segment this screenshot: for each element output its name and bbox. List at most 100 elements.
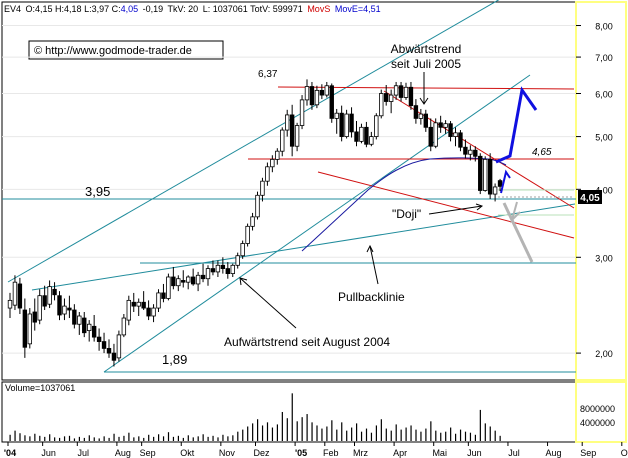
candle-body bbox=[403, 86, 409, 98]
candle-body bbox=[250, 216, 255, 227]
candle-body bbox=[156, 292, 161, 309]
volume-bar bbox=[177, 435, 179, 441]
x-tick-label: Jun bbox=[467, 448, 482, 458]
annotation-arrows bbox=[239, 72, 484, 329]
volume-bar bbox=[494, 430, 496, 441]
volume-bar bbox=[222, 434, 224, 441]
volume-bar bbox=[435, 430, 437, 441]
candle-body bbox=[12, 281, 18, 306]
volume-bar bbox=[365, 428, 368, 441]
volume-bar bbox=[390, 430, 392, 441]
candles bbox=[7, 79, 503, 367]
volume-bar bbox=[479, 409, 481, 441]
volume-bar bbox=[469, 432, 472, 441]
volume-bar bbox=[187, 435, 189, 441]
candle-body bbox=[423, 113, 428, 128]
candle-body bbox=[443, 123, 448, 128]
volume-bar bbox=[148, 434, 150, 441]
candle-body bbox=[57, 295, 62, 316]
uptrend-channel-bottom bbox=[103, 74, 531, 373]
volume-bar bbox=[34, 433, 36, 441]
candle-body bbox=[62, 305, 67, 315]
volume-bar bbox=[49, 434, 51, 441]
candle-body bbox=[47, 286, 52, 305]
volume-bar bbox=[158, 434, 160, 441]
candle-body bbox=[126, 299, 131, 321]
candle-body bbox=[383, 93, 389, 102]
doji-pointer-head bbox=[475, 203, 484, 211]
volume-bar bbox=[271, 427, 274, 441]
candle-body bbox=[235, 255, 240, 266]
candle-body bbox=[433, 122, 438, 147]
candle-body bbox=[398, 85, 404, 98]
candle-body bbox=[32, 311, 37, 323]
pullback-pointer-head bbox=[366, 244, 374, 253]
candle-body bbox=[289, 114, 295, 147]
grid bbox=[2, 25, 576, 354]
candle-body bbox=[265, 166, 270, 182]
volume-bar bbox=[351, 427, 353, 441]
header-change: -0,19 bbox=[143, 4, 164, 14]
candle-body bbox=[151, 307, 156, 317]
volume-bar bbox=[375, 425, 377, 441]
candle-body bbox=[77, 315, 82, 325]
x-tick-label: Dez bbox=[253, 448, 270, 458]
candle-body bbox=[344, 113, 349, 137]
candle-body bbox=[220, 264, 226, 269]
volume-bar bbox=[113, 433, 115, 441]
candle-body bbox=[482, 158, 488, 191]
x-tick-label: Apr bbox=[393, 448, 407, 458]
low-label: 1,89 bbox=[162, 352, 187, 367]
volume-bar bbox=[420, 431, 422, 441]
volume-bar bbox=[430, 421, 432, 441]
volume-bar bbox=[455, 433, 457, 441]
candle-body bbox=[304, 86, 310, 101]
candle-body bbox=[136, 301, 141, 307]
blue-small-arrow bbox=[500, 169, 511, 194]
volume-bar bbox=[326, 426, 328, 441]
candle-body bbox=[478, 155, 483, 191]
volume-bar bbox=[133, 437, 135, 441]
candle-body bbox=[225, 268, 230, 274]
candle-body bbox=[364, 126, 369, 145]
candle-body bbox=[294, 125, 300, 147]
candle-body bbox=[96, 336, 102, 342]
volume-bar bbox=[360, 431, 363, 441]
volume-bar bbox=[489, 426, 491, 441]
volume-bar bbox=[197, 436, 199, 441]
x-tick-label: Okt bbox=[180, 448, 195, 458]
volume-bar bbox=[242, 429, 244, 441]
volume-bar bbox=[108, 437, 110, 441]
candle-body bbox=[349, 113, 354, 133]
header-tkv: TkV: 20 bbox=[168, 4, 199, 14]
volume-bar bbox=[232, 435, 234, 441]
x-tick-label: Sep bbox=[580, 448, 596, 458]
y-tick-label: 4,00 bbox=[595, 185, 613, 195]
candle-body bbox=[121, 317, 127, 336]
volume-bar bbox=[440, 432, 442, 441]
volume-bar bbox=[24, 435, 26, 441]
candle-body bbox=[369, 136, 374, 145]
volume-bar bbox=[356, 423, 358, 441]
x-tick-label: Feb bbox=[323, 448, 339, 458]
candle-body bbox=[141, 301, 146, 309]
downtrend-label-2: seit Juli 2005 bbox=[391, 57, 461, 71]
candle-body bbox=[171, 276, 176, 287]
volume-bar bbox=[316, 425, 318, 441]
x-axis: '04 Jun Jul Aug Sep Okt Nov Dez '05 Feb Mrz Apr Mai J… bbox=[4, 442, 628, 458]
volume-label: Volume=1037061 bbox=[5, 383, 75, 393]
volume-bar bbox=[385, 428, 387, 441]
volume-bar bbox=[276, 424, 278, 441]
y-tick-label: 2,00 bbox=[595, 349, 613, 359]
volume-bar bbox=[44, 436, 46, 441]
header-movs: MovS bbox=[307, 4, 330, 14]
gray-small-arrow bbox=[510, 201, 521, 224]
volume-bar bbox=[425, 428, 427, 441]
volume-bar bbox=[98, 438, 100, 441]
candle-body bbox=[176, 278, 181, 287]
volume-bar bbox=[9, 434, 11, 441]
high-label: 6,37 bbox=[258, 69, 278, 80]
volume-bar bbox=[484, 423, 486, 441]
doji-pointer bbox=[428, 205, 483, 215]
candle-body bbox=[91, 325, 97, 338]
